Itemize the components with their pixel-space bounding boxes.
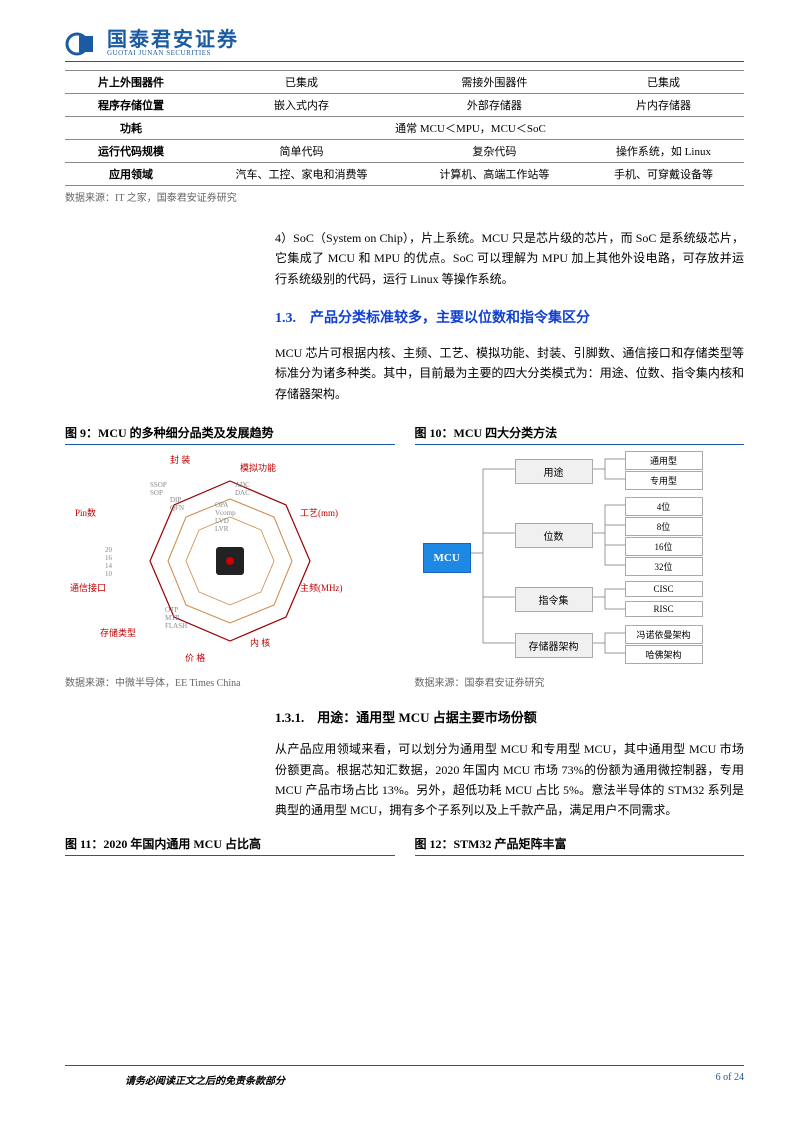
cell: 外部存储器 xyxy=(406,94,583,117)
company-name-en: GUOTAI JUNAN SECURITIES xyxy=(107,50,239,57)
row-label: 应用领域 xyxy=(65,163,197,186)
cell: 汽车、工控、家电和消费等 xyxy=(197,163,406,186)
figure-10-tree: MCU 用途 位数 指令集 存储器架构 通用型 专用型 4位 8位 16位 32… xyxy=(415,451,745,671)
paragraph: 4）SoC（System on Chip），片上系统。MCU 只是芯片级的芯片，… xyxy=(275,228,744,289)
cell: 简单代码 xyxy=(197,140,406,163)
figure-9-radar: 封 装 模拟功能 工艺(mm) 主频(MHz) 内 核 价 格 存储类型 通信接… xyxy=(65,451,395,671)
radar-label: Pin数 xyxy=(75,506,96,519)
disclaimer: 请务必阅读正文之后的免责条款部分 xyxy=(125,1072,285,1087)
tree-leaf: 专用型 xyxy=(625,471,703,490)
row-label: 片上外围器件 xyxy=(65,71,197,94)
tree-leaf: 32位 xyxy=(625,557,703,576)
figure-title: 图 9：MCU 的多种细分品类及发展趋势 xyxy=(65,424,395,445)
figure-title: 图 12：STM32 产品矩阵丰富 xyxy=(415,835,745,856)
tree-leaf: 哈佛架构 xyxy=(625,645,703,664)
radar-label: 价 格 xyxy=(185,651,205,664)
cell: 片内存储器 xyxy=(583,94,744,117)
table-source: 数据来源：IT 之家，国泰君安证券研究 xyxy=(65,189,744,204)
page-header: 国泰君安证券 GUOTAI JUNAN SECURITIES xyxy=(65,30,744,62)
tree-leaf: RISC xyxy=(625,601,703,617)
tree-mid: 存储器架构 xyxy=(515,633,593,658)
paragraph: 从产品应用领域来看，可以划分为通用型 MCU 和专用型 MCU，其中通用型 MC… xyxy=(275,739,744,821)
row-label: 运行代码规模 xyxy=(65,140,197,163)
radar-label: 封 装 xyxy=(170,453,190,466)
tree-mid: 用途 xyxy=(515,459,593,484)
tree-mid: 指令集 xyxy=(515,587,593,612)
cell: 通常 MCU＜MPU，MCU＜SoC xyxy=(197,117,744,140)
page-footer: 请务必阅读正文之后的免责条款部分 6 of 24 xyxy=(65,1065,744,1087)
tree-leaf: 4位 xyxy=(625,497,703,516)
company-name-cn: 国泰君安证券 xyxy=(107,30,239,50)
cell: 复杂代码 xyxy=(406,140,583,163)
cell: 操作系统，如 Linux xyxy=(583,140,744,163)
radar-label: 主频(MHz) xyxy=(300,581,343,594)
tree-leaf: 冯诺依曼架构 xyxy=(625,625,703,644)
company-logo xyxy=(65,32,97,56)
figure-title: 图 10：MCU 四大分类方法 xyxy=(415,424,745,445)
radar-label: 工艺(mm) xyxy=(300,506,338,519)
tree-leaf: 8位 xyxy=(625,517,703,536)
radar-label: 内 核 xyxy=(250,636,270,649)
page-number: 6 of 24 xyxy=(716,1072,744,1087)
radar-label: 通信接口 xyxy=(70,581,106,594)
section-heading: 1.3. 产品分类标准较多，主要以位数和指令集区分 xyxy=(275,307,744,331)
row-label: 功耗 xyxy=(65,117,197,140)
radar-label: 存储类型 xyxy=(100,626,136,639)
comparison-table: 片上外围器件 已集成 需接外围器件 已集成 程序存储位置 嵌入式内存 外部存储器… xyxy=(65,70,744,186)
tree-leaf: 16位 xyxy=(625,537,703,556)
figure-source: 数据来源：中微半导体，EE Times China xyxy=(65,674,395,689)
tree-root: MCU xyxy=(423,543,471,573)
cell: 手机、可穿戴设备等 xyxy=(583,163,744,186)
subsection-heading: 1.3.1. 用途：通用型 MCU 占据主要市场份额 xyxy=(275,707,744,729)
figure-title: 图 11：2020 年国内通用 MCU 占比高 xyxy=(65,835,395,856)
row-label: 程序存储位置 xyxy=(65,94,197,117)
cell: 需接外围器件 xyxy=(406,71,583,94)
cell: 计算机、高端工作站等 xyxy=(406,163,583,186)
tree-mid: 位数 xyxy=(515,523,593,548)
cell: 嵌入式内存 xyxy=(197,94,406,117)
paragraph: MCU 芯片可根据内核、主频、工艺、模拟功能、封装、引脚数、通信接口和存储类型等… xyxy=(275,343,744,404)
radar-label: 模拟功能 xyxy=(240,461,276,474)
cell: 已集成 xyxy=(583,71,744,94)
tree-leaf: 通用型 xyxy=(625,451,703,470)
cell: 已集成 xyxy=(197,71,406,94)
figure-source: 数据来源：国泰君安证券研究 xyxy=(415,674,745,689)
tree-leaf: CISC xyxy=(625,581,703,597)
